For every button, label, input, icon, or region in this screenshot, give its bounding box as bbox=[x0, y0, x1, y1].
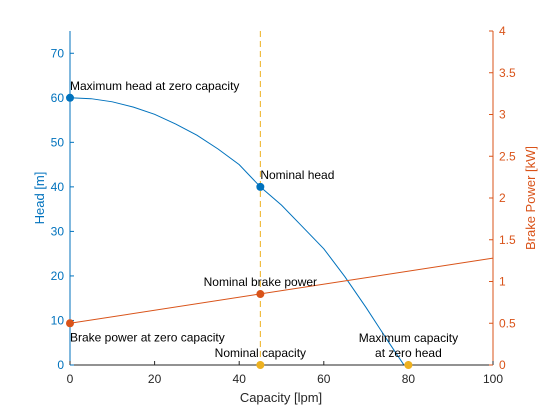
y-left-tick-label: 40 bbox=[51, 180, 65, 194]
y-right-tick-label: 3.5 bbox=[499, 66, 516, 80]
x-tick-label: 100 bbox=[483, 372, 503, 386]
y-left-tick-label: 70 bbox=[51, 46, 65, 60]
x-tick-label: 40 bbox=[233, 372, 247, 386]
y-left-tick-label: 60 bbox=[51, 91, 65, 105]
y-axis-left-label: Head [m] bbox=[32, 172, 47, 225]
y-left-tick-label: 50 bbox=[51, 135, 65, 149]
x-tick-label: 60 bbox=[317, 372, 331, 386]
x-axis-label: Capacity [lpm] bbox=[240, 390, 322, 405]
y-right-tick-label: 3 bbox=[499, 108, 506, 122]
y-left-tick-label: 0 bbox=[57, 358, 64, 372]
y-axis-right-label: Brake Power [kW] bbox=[523, 146, 538, 250]
series-line-head bbox=[70, 97, 405, 365]
marker-point-4 bbox=[256, 361, 265, 369]
annotation-label-3: Nominal brake power bbox=[204, 275, 317, 289]
plot-area: 0 20 40 60 80 10001020304050607000.511.522.53… bbox=[51, 24, 516, 386]
y-right-tick-label: 2 bbox=[499, 191, 506, 205]
y-right-tick-label: 1 bbox=[499, 275, 506, 289]
annotation-label-5: Maximum capacity at zero head bbox=[359, 331, 458, 360]
marker-point-3 bbox=[256, 290, 265, 299]
annotation-label-0: Maximum head at zero capacity bbox=[70, 79, 239, 93]
marker-point-5 bbox=[404, 361, 413, 369]
y-right-tick-label: 0.5 bbox=[499, 316, 516, 330]
x-tick-label: 0 bbox=[67, 372, 74, 386]
y-left-tick-label: 10 bbox=[51, 313, 65, 327]
y-right-tick-label: 2.5 bbox=[499, 149, 516, 163]
annotation-label-2: Brake power at zero capacity bbox=[70, 330, 225, 344]
annotation-label-1: Nominal head bbox=[260, 168, 334, 182]
marker-point-2 bbox=[66, 319, 74, 328]
y-right-tick-label: 1.5 bbox=[499, 233, 516, 247]
x-tick-label: 80 bbox=[402, 372, 416, 386]
x-tick-label: 20 bbox=[148, 372, 162, 386]
y-right-tick-label: 4 bbox=[499, 24, 506, 38]
y-left-tick-label: 20 bbox=[51, 269, 65, 283]
series-line-power bbox=[70, 257, 493, 324]
marker-point-1 bbox=[256, 182, 265, 191]
marker-point-0 bbox=[66, 93, 74, 102]
y-left-tick-label: 30 bbox=[51, 224, 65, 238]
annotation-label-4: Nominal capacity bbox=[215, 346, 306, 360]
y-right-tick-label: 0 bbox=[499, 358, 506, 372]
